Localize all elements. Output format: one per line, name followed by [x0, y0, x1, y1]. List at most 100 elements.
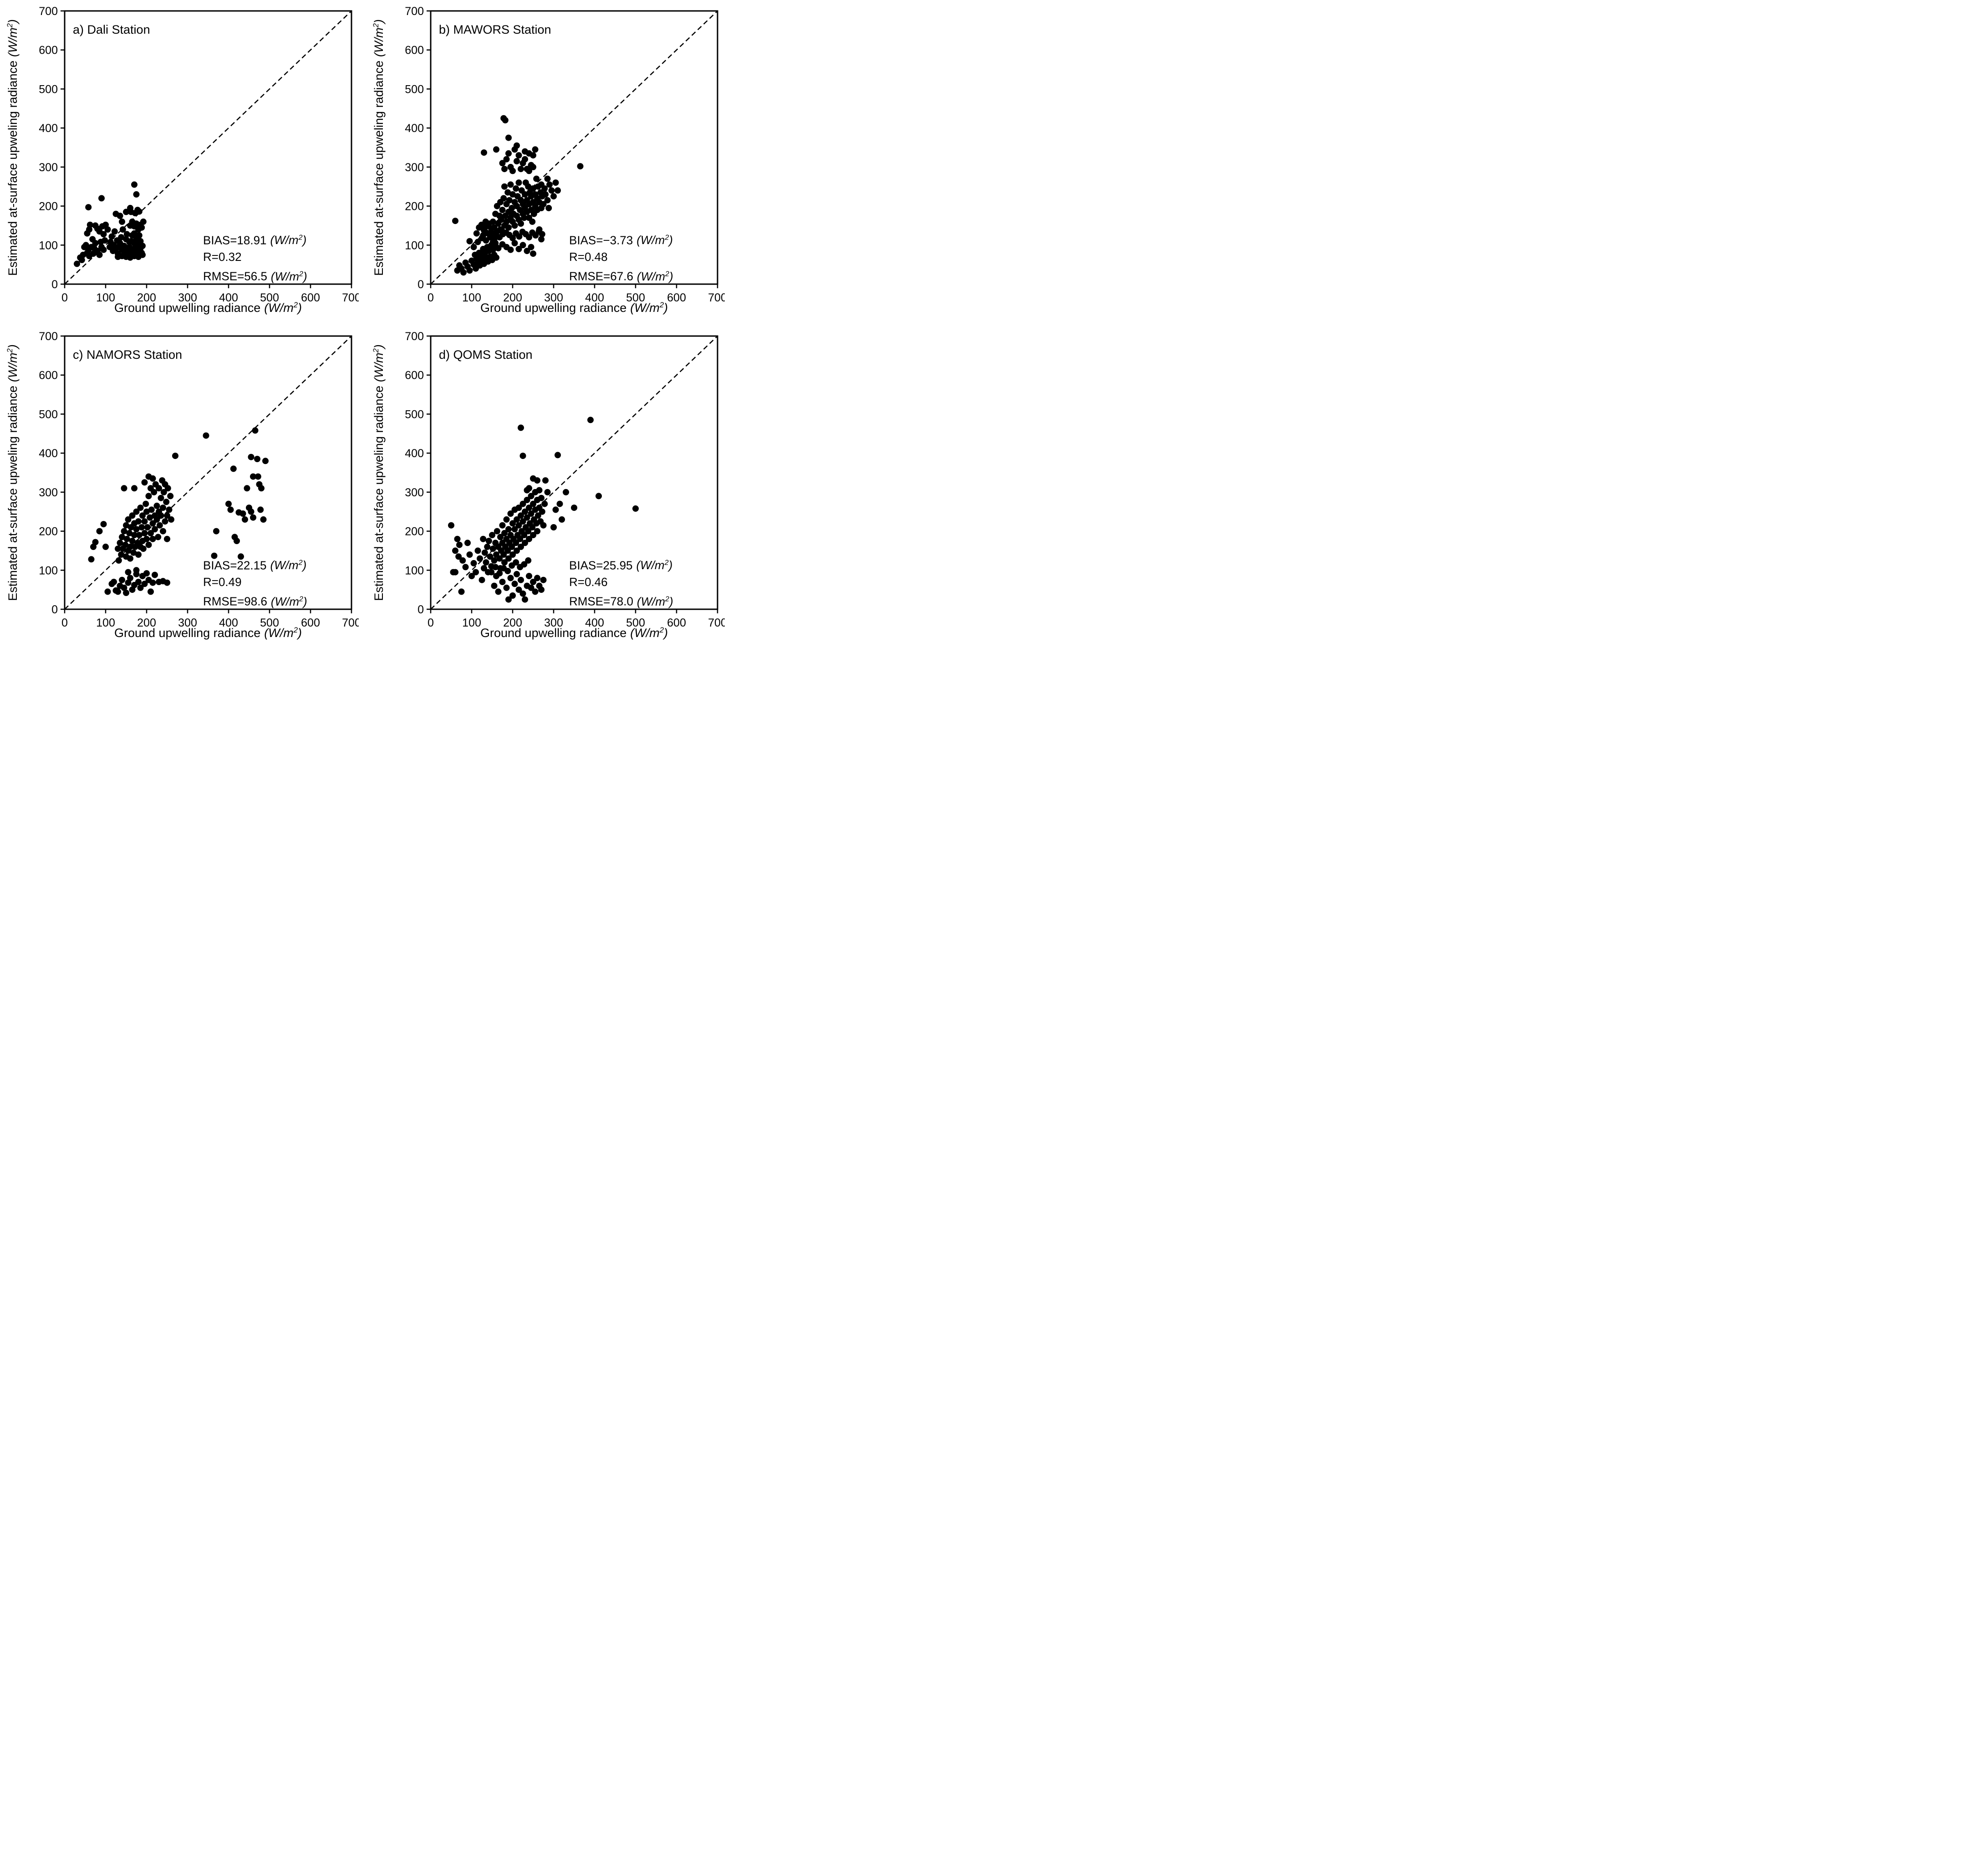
svg-text:100: 100	[405, 239, 424, 252]
identity-line	[430, 10, 718, 285]
svg-text:0: 0	[417, 278, 424, 291]
svg-text:300: 300	[39, 486, 58, 499]
scatter-plot-dali: 00 100 100 200 200 300 300 400 400 500 500 600 600 70…	[39, 5, 359, 304]
rmse-unit: (W/m2)	[270, 270, 307, 283]
bias-unit: (W/m2)	[270, 233, 307, 247]
svg-text:500: 500	[626, 617, 645, 629]
x-axis-unit: (W/m2)	[264, 301, 302, 315]
svg-text:500: 500	[260, 291, 279, 304]
scatter-points	[74, 181, 147, 267]
axis-ticks	[61, 335, 352, 613]
svg-text:400: 400	[39, 447, 58, 460]
svg-text:700: 700	[708, 291, 725, 304]
panel-dali: Estimated at-surface upweling radiance (W…	[3, 5, 361, 323]
tick-labels: 00 100 100 200 200 300 300 400 400 500 500 600 600 70…	[405, 5, 725, 304]
svg-text:0: 0	[51, 278, 58, 291]
y-axis-label-text: Estimated at-surface upweling radiance	[372, 386, 386, 601]
x-axis-label: Ground upwelling radiance (W/m2)	[431, 626, 718, 640]
tick-labels: 00 100 100 200 200 300 300 400 400 500 500 600 600 70…	[39, 330, 359, 629]
panel-mawors: Estimated at-surface upweling radiance (W…	[369, 5, 727, 323]
x-axis-label: Ground upwelling radiance (W/m2)	[65, 626, 351, 640]
panel-title: c) NAMORS Station	[73, 348, 183, 362]
svg-text:100: 100	[405, 564, 424, 577]
svg-text:100: 100	[96, 291, 115, 304]
y-axis-unit: (W/m2)	[5, 19, 20, 57]
bias-value: BIAS=18.91 (W/m2)	[203, 233, 307, 247]
y-axis-label-text: Estimated at-surface upweling radiance	[6, 386, 20, 601]
svg-text:700: 700	[39, 330, 58, 343]
svg-text:200: 200	[405, 200, 424, 213]
svg-text:200: 200	[39, 525, 58, 538]
stats-annotation: BIAS=18.91 (W/m2) R=0.32 RMSE=56.5 (W/m2)	[203, 229, 307, 285]
x-axis-label: Ground upwelling radiance (W/m2)	[65, 301, 351, 315]
axis-ticks	[427, 10, 718, 288]
panel-title: d) QOMS Station	[439, 348, 533, 362]
svg-text:500: 500	[39, 83, 58, 96]
bias-value: BIAS=−3.73 (W/m2)	[569, 233, 673, 247]
x-axis-unit: (W/m2)	[264, 626, 302, 640]
x-axis-label-text: Ground upwelling radiance	[114, 301, 261, 315]
svg-text:200: 200	[503, 291, 522, 304]
svg-text:600: 600	[405, 44, 424, 57]
svg-text:400: 400	[585, 291, 604, 304]
plot-area-dali: 0 0 100 100 200 200 300 300 400 400 500 500 600 600 70…	[26, 5, 359, 319]
svg-text:300: 300	[178, 291, 197, 304]
y-axis-unit: (W/m2)	[5, 344, 20, 382]
svg-text:0: 0	[61, 617, 68, 629]
svg-text:600: 600	[667, 617, 686, 629]
svg-text:400: 400	[39, 122, 58, 135]
r-value: R=0.48	[569, 250, 608, 264]
svg-text:300: 300	[544, 291, 563, 304]
tick-labels: 00 100 100 200 200 300 300 400 400 500 500 600 600 70…	[39, 5, 359, 304]
svg-text:500: 500	[405, 83, 424, 96]
scatter-points	[452, 115, 584, 276]
svg-text:700: 700	[342, 617, 359, 629]
svg-text:300: 300	[405, 486, 424, 499]
plot-area-qoms: 0 0 100 100 200 200 300 300 400 400 500 500 600 600 70…	[392, 330, 725, 644]
y-axis-unit: (W/m2)	[372, 19, 386, 57]
scatter-points	[88, 427, 269, 596]
bias-unit: (W/m2)	[636, 233, 673, 247]
svg-text:400: 400	[585, 617, 604, 629]
stats-annotation: BIAS=25.95 (W/m2) R=0.46 RMSE=78.0 (W/m2)	[569, 555, 673, 610]
panel-title: b) MAWORS Station	[439, 23, 551, 36]
svg-text:100: 100	[39, 564, 58, 577]
svg-text:500: 500	[260, 617, 279, 629]
axis-frame	[64, 335, 352, 610]
scatter-plot-mawors: 00 100 100 200 200 300 300 400 400 500 500 600 600 70…	[405, 5, 725, 304]
y-axis-label: Estimated at-surface upweling radiance (W…	[5, 344, 20, 601]
svg-text:700: 700	[708, 617, 725, 629]
rmse-value: RMSE=67.6 (W/m2)	[569, 270, 673, 283]
y-axis-unit: (W/m2)	[372, 344, 386, 382]
y-axis-label: Estimated at-surface upweling radiance (W…	[372, 19, 386, 276]
svg-text:600: 600	[405, 369, 424, 382]
svg-text:0: 0	[428, 291, 434, 304]
bias-unit: (W/m2)	[636, 558, 673, 572]
svg-text:500: 500	[405, 408, 424, 421]
axis-ticks	[427, 335, 718, 613]
svg-text:400: 400	[405, 447, 424, 460]
x-axis-unit: (W/m2)	[630, 626, 668, 640]
r-value: R=0.49	[203, 575, 242, 589]
svg-text:0: 0	[51, 603, 58, 616]
x-axis-label-text: Ground upwelling radiance	[480, 626, 627, 640]
axis-frame	[430, 335, 718, 610]
x-axis-label-text: Ground upwelling radiance	[480, 301, 627, 315]
svg-text:500: 500	[626, 291, 645, 304]
svg-text:600: 600	[39, 44, 58, 57]
figure-grid: Estimated at-surface upweling radiance (W…	[0, 0, 1965, 653]
identity-line	[64, 336, 352, 610]
svg-text:100: 100	[462, 617, 481, 629]
svg-text:300: 300	[178, 617, 197, 629]
svg-text:700: 700	[39, 5, 58, 18]
rmse-unit: (W/m2)	[270, 595, 307, 608]
svg-text:200: 200	[39, 200, 58, 213]
panel-title: a) Dali Station	[73, 23, 150, 36]
rmse-value: RMSE=78.0 (W/m2)	[569, 595, 673, 608]
identity-line	[430, 336, 718, 610]
scatter-plot-qoms: 00 100 100 200 200 300 300 400 400 500 500 600 600 70…	[405, 330, 725, 629]
bias-value: BIAS=22.15 (W/m2)	[203, 558, 307, 572]
svg-text:600: 600	[39, 369, 58, 382]
axis-frame	[430, 10, 718, 285]
svg-text:200: 200	[405, 525, 424, 538]
